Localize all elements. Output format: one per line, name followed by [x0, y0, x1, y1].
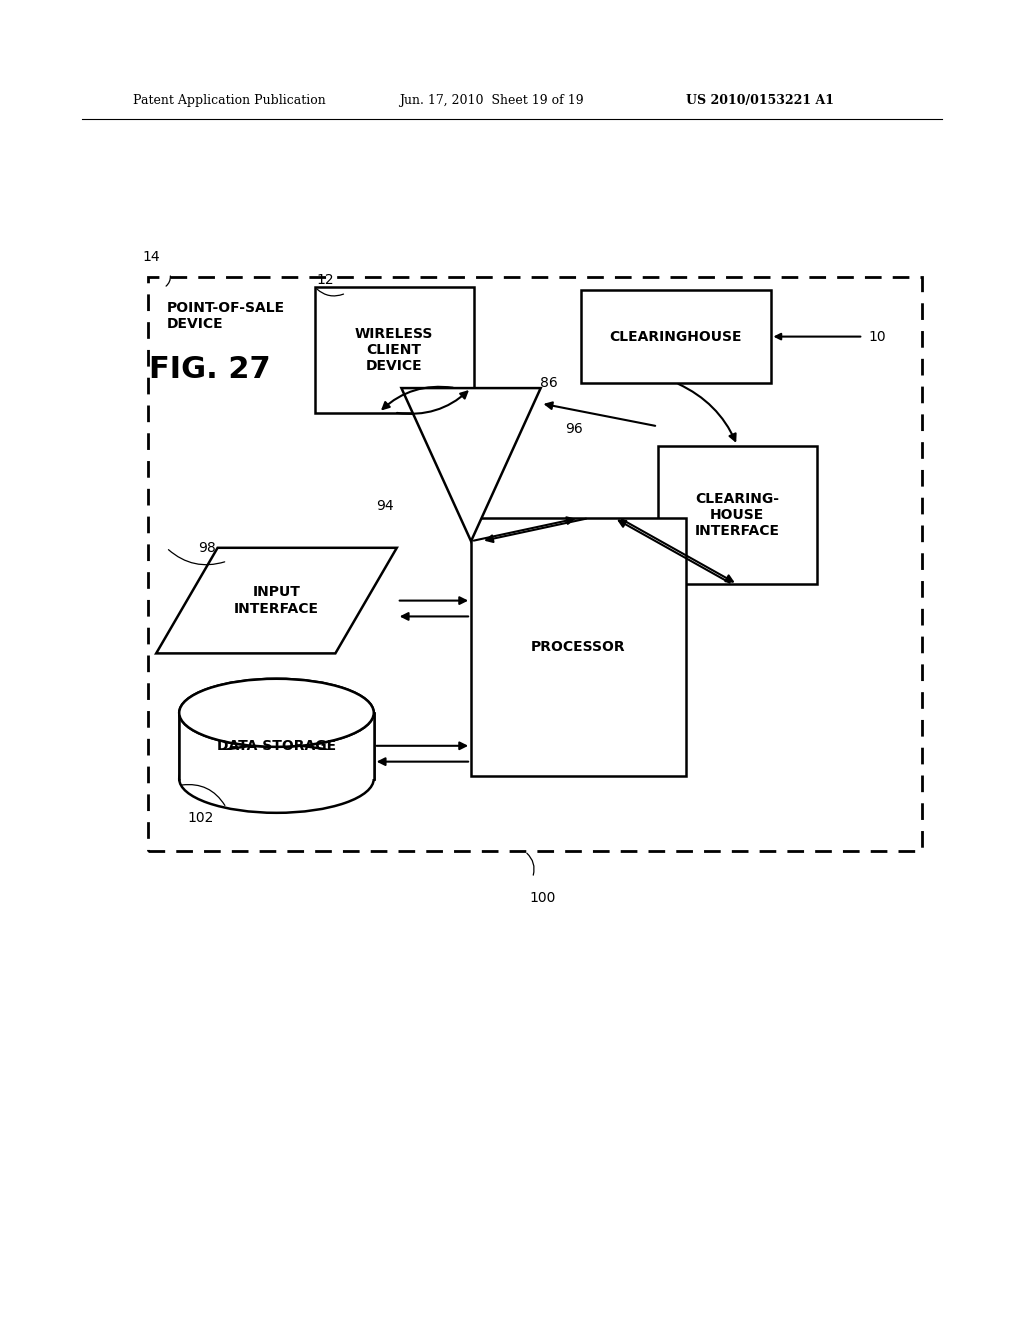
Text: Jun. 17, 2010  Sheet 19 of 19: Jun. 17, 2010 Sheet 19 of 19	[399, 94, 584, 107]
Text: INPUT
INTERFACE: INPUT INTERFACE	[233, 586, 319, 615]
Text: Patent Application Publication: Patent Application Publication	[133, 94, 326, 107]
Text: 102: 102	[187, 812, 214, 825]
Bar	[148, 277, 922, 851]
Text: 14: 14	[142, 251, 161, 264]
Text: 96: 96	[565, 422, 583, 436]
Text: 100: 100	[529, 891, 556, 904]
Text: DATA STORAGE: DATA STORAGE	[217, 739, 336, 752]
Bar	[179, 713, 374, 779]
Text: 12: 12	[316, 273, 335, 286]
Text: 94: 94	[377, 499, 394, 512]
Text: 98: 98	[198, 541, 216, 554]
Polygon shape	[401, 388, 541, 541]
Bar	[315, 288, 473, 412]
Bar	[179, 750, 374, 779]
Ellipse shape	[179, 744, 374, 813]
Bar	[657, 446, 817, 583]
Text: FIG. 27: FIG. 27	[150, 355, 270, 384]
Text: POINT-OF-SALE
DEVICE: POINT-OF-SALE DEVICE	[167, 301, 285, 331]
Text: WIRELESS
CLIENT
DEVICE: WIRELESS CLIENT DEVICE	[355, 326, 433, 374]
Text: PROCESSOR: PROCESSOR	[531, 640, 626, 653]
Ellipse shape	[179, 678, 374, 747]
Text: CLEARING-
HOUSE
INTERFACE: CLEARING- HOUSE INTERFACE	[694, 491, 780, 539]
Text: US 2010/0153221 A1: US 2010/0153221 A1	[686, 94, 835, 107]
Text: 86: 86	[540, 376, 557, 389]
Bar	[471, 519, 686, 776]
Polygon shape	[157, 548, 397, 653]
Text: CLEARINGHOUSE: CLEARINGHOUSE	[609, 330, 742, 343]
Text: 10: 10	[868, 330, 886, 343]
Bar	[582, 290, 770, 383]
Ellipse shape	[179, 678, 374, 747]
